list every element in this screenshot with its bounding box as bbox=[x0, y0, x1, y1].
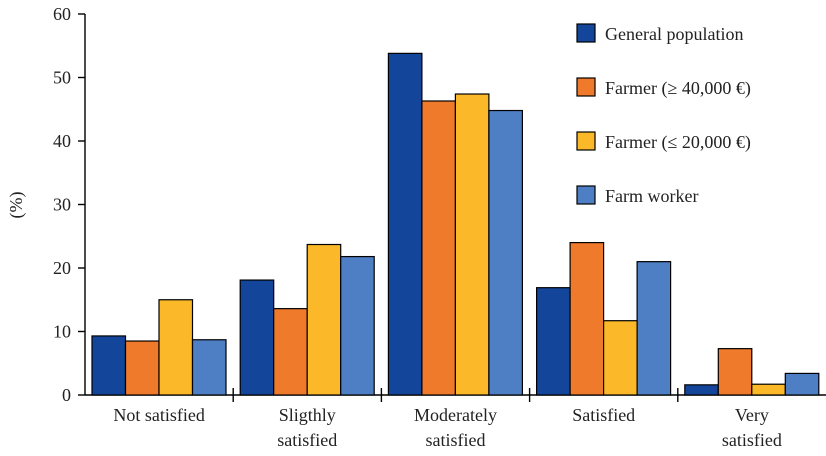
y-tick-label: 0 bbox=[62, 385, 71, 405]
legend-label: Farm worker bbox=[605, 186, 698, 206]
bar bbox=[717, 348, 753, 396]
bar bbox=[569, 242, 605, 396]
x-tick-label: Satisfied bbox=[572, 405, 635, 425]
bar bbox=[91, 335, 127, 396]
bar bbox=[535, 287, 571, 396]
bar bbox=[602, 320, 638, 396]
x-tick-label: Moderately satisfied bbox=[414, 405, 497, 450]
y-axis: 0 10 20 30 40 50 60 bbox=[53, 4, 86, 405]
bar bbox=[421, 100, 456, 396]
bar bbox=[454, 93, 490, 396]
legend-swatch bbox=[576, 185, 596, 205]
x-axis: Not satisfied Sligthly satisfied Moderately… bbox=[85, 388, 826, 450]
bar bbox=[387, 52, 423, 396]
y-tick-label: 20 bbox=[53, 258, 71, 278]
legend-label: Farmer (≤ 20,000 €) bbox=[605, 132, 751, 153]
y-axis-label: (%) bbox=[6, 192, 27, 219]
legend-swatch bbox=[576, 131, 596, 151]
y-tick-label: 40 bbox=[53, 131, 71, 151]
legend-swatch bbox=[576, 77, 596, 97]
bar bbox=[273, 308, 308, 396]
bars bbox=[91, 52, 820, 396]
bar bbox=[684, 384, 719, 396]
y-tick-label: 60 bbox=[53, 4, 71, 24]
bar bbox=[239, 279, 275, 396]
bar bbox=[191, 339, 227, 396]
bar bbox=[158, 299, 194, 396]
y-tick-label: 10 bbox=[53, 322, 71, 342]
x-tick-label: Sligthly satisfied bbox=[277, 405, 337, 450]
bar bbox=[124, 340, 160, 396]
bar bbox=[751, 383, 786, 396]
x-tick-label: Very satisfied bbox=[722, 405, 782, 450]
bar bbox=[340, 255, 375, 396]
bar bbox=[488, 109, 523, 396]
legend-label: Farmer (≥ 40,000 €) bbox=[605, 78, 751, 99]
legend-swatch bbox=[576, 23, 596, 43]
y-tick-label: 30 bbox=[53, 195, 71, 215]
legend-label: General population bbox=[605, 24, 743, 44]
bar bbox=[306, 243, 342, 396]
x-tick-label: Not satisfied bbox=[113, 405, 205, 425]
bar bbox=[636, 261, 672, 396]
bar bbox=[784, 372, 820, 396]
y-tick-label: 50 bbox=[53, 68, 71, 88]
legend: General population Farmer (≥ 40,000 €) Far… bbox=[576, 23, 751, 206]
